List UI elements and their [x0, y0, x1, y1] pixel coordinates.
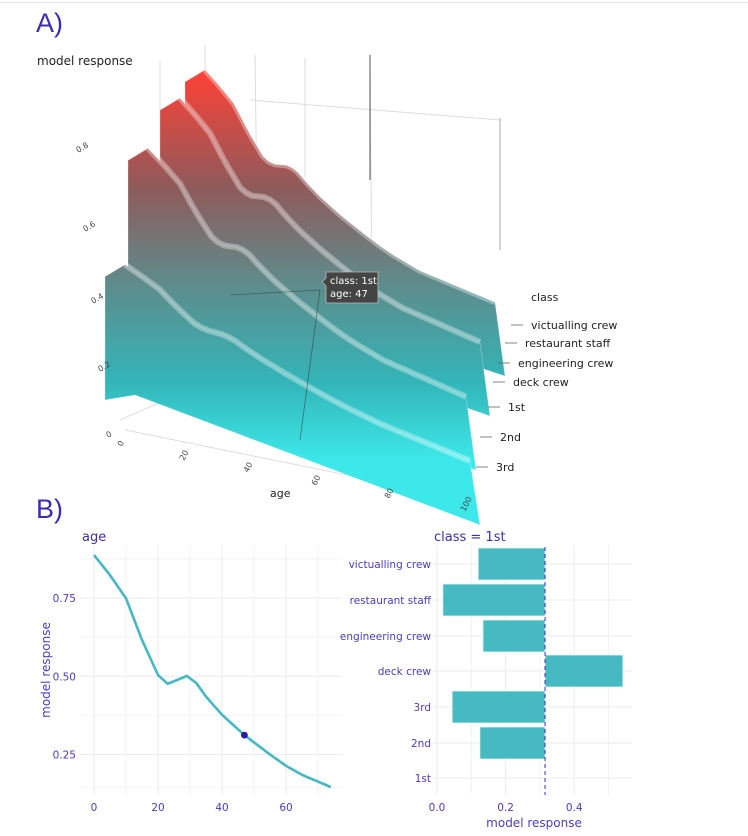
x-tick-label: 60 [310, 474, 323, 487]
category-label: victualling crew [349, 559, 432, 571]
age-profile-chart: age model response 0 20 40 60 0.25 0.50 0.75 [39, 530, 342, 814]
bar-engineering-crew [482, 619, 546, 653]
category-label: 2nd [411, 738, 431, 750]
category-label: engineering crew [340, 631, 431, 643]
y-tick-label: 0.50 [53, 671, 76, 683]
y-tick-label: engineering crew [518, 357, 613, 370]
z-axis-title: model response [37, 54, 133, 68]
tooltip: class: 1st age: 47 [321, 271, 379, 304]
x-tick-label: 0.2 [497, 802, 514, 814]
bar-2nd [479, 726, 546, 760]
x-tick-label: 40 [215, 802, 228, 814]
surface-3d-strips [104, 67, 506, 526]
x-axis-title: age [270, 487, 291, 500]
class-bar-chart: class = 1st model response victualling c… [340, 530, 632, 830]
x-tick-label: 0.4 [566, 802, 583, 814]
surface-3d-plot[interactable]: model response 00.20.40.60.8 02040608010… [37, 45, 617, 526]
category-label: 3rd [414, 702, 431, 714]
panel-b-label: B) [36, 494, 63, 524]
bar-3rd [451, 690, 546, 724]
z-tick-label: 0.4 [90, 292, 106, 306]
x-tick-label: 40 [242, 461, 255, 474]
x-tick-label: 60 [279, 802, 292, 814]
bar-chart-title: class = 1st [434, 530, 506, 545]
y-tick-label: 0.75 [53, 593, 76, 605]
crosshair-line [299, 289, 321, 441]
category-label: 1st [415, 773, 431, 785]
y-tick-label: restaurant staff [525, 337, 611, 350]
bar-victualling-crew [477, 547, 546, 581]
x-tick-label: 80 [383, 487, 396, 500]
x-tick-label: 0 [116, 439, 126, 448]
bar-deck-crew [544, 654, 624, 688]
surface-strip-front [104, 264, 481, 526]
y-tick-label: 1st [508, 401, 526, 414]
line-chart-title: age [82, 530, 106, 545]
crosshair-line [229, 289, 321, 296]
line-y-axis-title: model response [39, 622, 53, 718]
category-label: deck crew [378, 666, 432, 678]
y-axis-title: class [531, 291, 559, 304]
y-tick-label: 0.25 [53, 750, 76, 762]
z-tick-label: 0.6 [82, 220, 98, 234]
category-label: restaurant staff [350, 595, 432, 607]
profile-line [92, 554, 332, 789]
y-tick-label: 2nd [500, 431, 521, 444]
bar-x-axis-title: model response [486, 816, 582, 830]
surface-strip-engineering-ridge [145, 146, 468, 400]
x-tick-label: 0 [91, 802, 98, 814]
y-tick-label: victualling crew [531, 319, 617, 332]
panel-a-label: A) [36, 8, 63, 38]
surface-strip-restaurant-ridge [177, 96, 482, 345]
surface-strip-victualling-ridge [202, 67, 497, 305]
y-tick-label: deck crew [513, 376, 569, 389]
grid-line-3d [249, 99, 501, 121]
tooltip-class: class: 1st [330, 276, 377, 287]
x-tick-label: 20 [178, 449, 191, 462]
observation-point [241, 731, 248, 739]
z-tick-label: 0.8 [75, 141, 91, 155]
surface-strip-front-ridge [123, 262, 472, 464]
z-tick-label: 0 [105, 429, 114, 439]
x-tick-label: 0.0 [429, 802, 446, 814]
x-tick-label: 20 [151, 802, 164, 814]
bar-restaurant-staff [442, 583, 546, 617]
tooltip-age: age: 47 [330, 289, 368, 300]
y-tick-label: 3rd [496, 461, 514, 474]
top-divider [0, 2, 748, 3]
